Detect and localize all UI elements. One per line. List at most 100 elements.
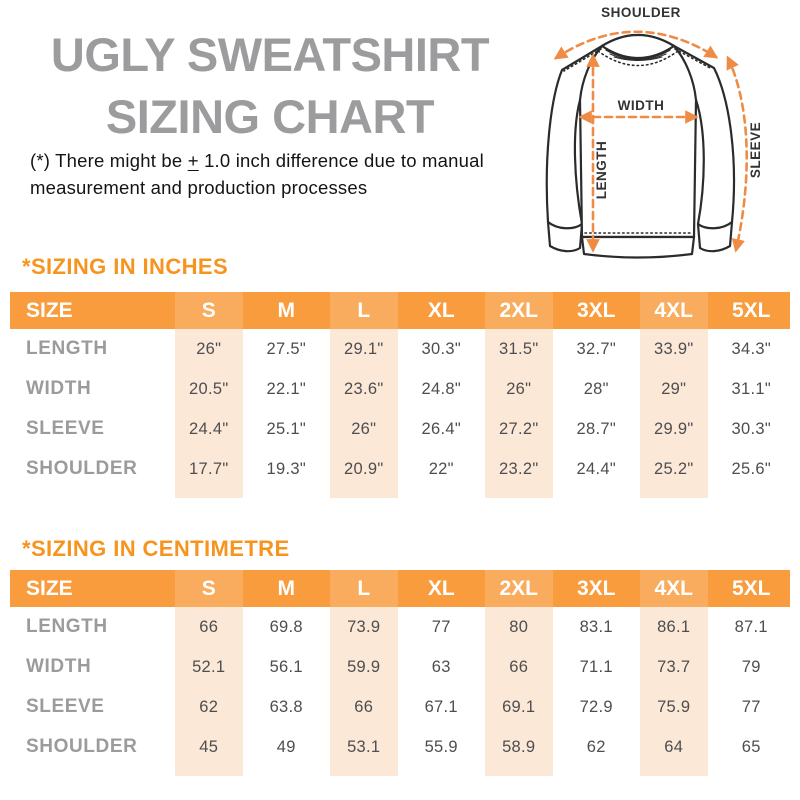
column-header-3xl: 3XL: [558, 570, 636, 607]
size-value-cell: 20.5": [170, 369, 248, 409]
tail-band: [330, 489, 398, 498]
size-value-cell: 73.7: [635, 647, 713, 687]
size-value: 26": [485, 369, 553, 409]
inches-sizing-table: SIZE S M L XL 2XL 3XL 4XL 5XL LENGTH 26" 27.5" 29.1"…: [10, 292, 790, 498]
note-suffix: 1.0 inch difference due to manual measur…: [30, 150, 484, 198]
tail-band: [408, 767, 476, 776]
size-value: 87.1: [734, 617, 768, 636]
sweatshirt-illustration: SHOULDER WIDTH LENGTH SLEEVE: [545, 5, 763, 259]
header-label: S: [175, 292, 243, 329]
header-label: M: [277, 298, 296, 322]
tail-band: [175, 489, 243, 498]
centimetre-section-heading: *SIZING IN CENTIMETRE: [22, 536, 290, 561]
table-header-row: SIZE S M L XL 2XL 3XL 4XL 5XL: [10, 292, 790, 329]
header-label: 3XL: [576, 576, 616, 600]
size-value-cell: 75.9: [635, 687, 713, 727]
size-value-cell: 62: [558, 727, 636, 767]
tail-cell: [558, 767, 636, 776]
size-value-cell: 66: [325, 687, 403, 727]
header-label: 4XL: [640, 570, 708, 607]
tail-cell: [403, 489, 481, 498]
tail-band: [15, 767, 165, 776]
column-header-2xl: 2XL: [480, 570, 558, 607]
size-value: 66: [330, 687, 398, 727]
sweatshirt-measurement-diagram: SHOULDER WIDTH LENGTH SLEEVE: [540, 0, 798, 260]
size-value: 25.2": [640, 449, 708, 489]
size-value-cell: 53.1: [325, 727, 403, 767]
size-value-cell: 32.7": [558, 329, 636, 369]
size-value: 29.1": [330, 329, 398, 369]
size-value: 34.3": [731, 339, 771, 358]
size-value-cell: 27.2": [480, 409, 558, 449]
tail-cell: [10, 489, 170, 498]
header-label: XL: [427, 576, 455, 600]
size-value-cell: 23.6": [325, 369, 403, 409]
table-row-shoulder: SHOULDER 45 49 53.1 55.9 58.9 62 64 65: [10, 727, 790, 767]
table-row-sleeve: SLEEVE 24.4" 25.1" 26" 26.4" 27.2" 28.7" 29.9" 3…: [10, 409, 790, 449]
size-value-cell: 72.9: [558, 687, 636, 727]
tail-band: [408, 489, 476, 498]
table-row-length: LENGTH 66 69.8 73.9 77 80 83.1 86.1 87.1: [10, 607, 790, 647]
column-header-3xl: 3XL: [558, 292, 636, 329]
size-value-cell: 63.8: [248, 687, 326, 727]
tail-cell: [325, 767, 403, 776]
size-value-cell: 73.9: [325, 607, 403, 647]
size-value-cell: 66: [170, 607, 248, 647]
column-header-5xl: 5XL: [713, 570, 791, 607]
size-value-cell: 79: [713, 647, 791, 687]
size-value: 26.4": [421, 419, 461, 438]
size-value-cell: 59.9: [325, 647, 403, 687]
column-header-m: M: [248, 292, 326, 329]
width-label: WIDTH: [618, 98, 665, 113]
size-value: 83.1: [579, 617, 613, 636]
size-value: 79: [741, 657, 761, 676]
tail-band: [563, 489, 631, 498]
tail-cell: [248, 767, 326, 776]
tail-band: [485, 489, 553, 498]
size-value-cell: 69.1: [480, 687, 558, 727]
size-value: 24.4": [175, 409, 243, 449]
centimetre-sizing-table: SIZE S M L XL 2XL 3XL 4XL 5XL LENGTH 66 69.8 73.9 77 8…: [10, 570, 790, 776]
size-value: 30.3": [731, 419, 771, 438]
row-label-length: LENGTH: [26, 338, 108, 359]
size-value: 69.8: [269, 617, 303, 636]
header-label: 4XL: [640, 292, 708, 329]
size-value-cell: 20.9": [325, 449, 403, 489]
tail-cell: [480, 767, 558, 776]
shoulder-arrow: [553, 30, 719, 60]
table-tail-row: [10, 767, 790, 776]
size-value: 80: [485, 607, 553, 647]
size-value: 71.1: [579, 657, 613, 676]
size-value-cell: 26": [170, 329, 248, 369]
size-value: 63: [431, 657, 451, 676]
size-value: 20.9": [330, 449, 398, 489]
tolerance-note: (*) There might be + 1.0 inch difference…: [30, 147, 508, 201]
table-row-length: LENGTH 26" 27.5" 29.1" 30.3" 31.5" 32.7" 33.9" 3…: [10, 329, 790, 369]
size-value-cell: 19.3": [248, 449, 326, 489]
tail-band: [640, 767, 708, 776]
size-value-cell: 29.1": [325, 329, 403, 369]
size-value-cell: 64: [635, 727, 713, 767]
tail-cell: [170, 767, 248, 776]
size-value: 22": [428, 459, 454, 478]
column-header-2xl: 2XL: [480, 292, 558, 329]
size-value-cell: 28.7": [558, 409, 636, 449]
size-value-cell: 22": [403, 449, 481, 489]
inches-section-heading: *SIZING IN INCHES: [22, 254, 229, 279]
column-header-xl: XL: [403, 570, 481, 607]
plus-minus-sign: +: [187, 150, 199, 171]
size-value-cell: 45: [170, 727, 248, 767]
size-value-cell: 49: [248, 727, 326, 767]
column-header-s: S: [170, 570, 248, 607]
size-value-cell: 31.1": [713, 369, 791, 409]
size-value-cell: 83.1: [558, 607, 636, 647]
tail-band: [253, 767, 321, 776]
size-value-cell: 34.3": [713, 329, 791, 369]
size-value-cell: 30.3": [713, 409, 791, 449]
tail-band: [640, 489, 708, 498]
size-value: 19.3": [266, 459, 306, 478]
size-value: 17.7": [175, 449, 243, 489]
size-value: 33.9": [640, 329, 708, 369]
tail-cell: [635, 767, 713, 776]
